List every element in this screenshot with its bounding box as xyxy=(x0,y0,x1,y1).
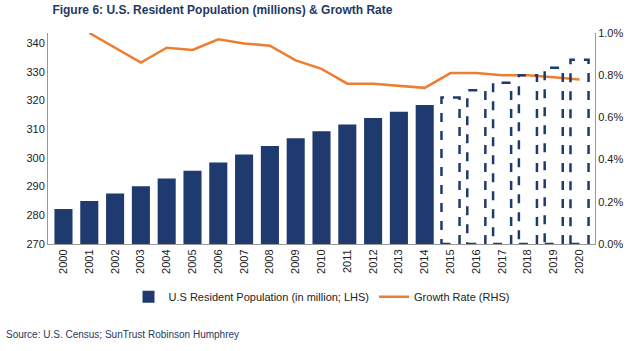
svg-text:0.0%: 0.0% xyxy=(598,238,623,250)
svg-text:1.0%: 1.0% xyxy=(598,27,623,39)
svg-text:320: 320 xyxy=(26,94,44,106)
svg-text:0.2%: 0.2% xyxy=(598,196,623,208)
svg-text:2018: 2018 xyxy=(521,249,533,273)
svg-text:2020: 2020 xyxy=(573,249,585,273)
svg-text:2015: 2015 xyxy=(444,249,456,273)
svg-text:2005: 2005 xyxy=(186,249,198,273)
svg-text:2011: 2011 xyxy=(341,249,353,273)
svg-text:270: 270 xyxy=(26,238,44,250)
svg-text:0.8%: 0.8% xyxy=(598,69,623,81)
svg-text:2016: 2016 xyxy=(470,249,482,273)
svg-text:2003: 2003 xyxy=(134,249,146,273)
svg-text:U.S Resident Population (in mi: U.S Resident Population (in million; LHS… xyxy=(169,291,370,303)
svg-text:300: 300 xyxy=(26,152,44,164)
svg-text:290: 290 xyxy=(26,180,44,192)
svg-text:2010: 2010 xyxy=(315,249,327,273)
svg-text:2009: 2009 xyxy=(289,249,301,273)
svg-text:Growth Rate (RHS): Growth Rate (RHS) xyxy=(414,291,509,303)
svg-text:330: 330 xyxy=(26,66,44,78)
svg-text:2012: 2012 xyxy=(367,249,379,273)
svg-text:Figure 6: U.S. Resident Popula: Figure 6: U.S. Resident Population (mill… xyxy=(52,3,392,17)
svg-text:Source: U.S. Census; SunTrust: Source: U.S. Census; SunTrust Robinson H… xyxy=(6,329,239,340)
svg-text:2019: 2019 xyxy=(547,249,559,273)
svg-text:2014: 2014 xyxy=(418,249,430,273)
svg-text:2007: 2007 xyxy=(238,249,250,273)
svg-text:2008: 2008 xyxy=(263,249,275,273)
svg-text:2006: 2006 xyxy=(212,249,224,273)
svg-text:310: 310 xyxy=(26,123,44,135)
svg-text:2001: 2001 xyxy=(83,249,95,273)
svg-text:2017: 2017 xyxy=(496,249,508,273)
svg-text:280: 280 xyxy=(26,209,44,221)
svg-text:2013: 2013 xyxy=(392,249,404,273)
svg-text:2002: 2002 xyxy=(109,249,121,273)
svg-text:2004: 2004 xyxy=(160,249,172,273)
svg-text:0.6%: 0.6% xyxy=(598,111,623,123)
svg-text:0.4%: 0.4% xyxy=(598,153,623,165)
svg-text:340: 340 xyxy=(26,37,44,49)
svg-text:2000: 2000 xyxy=(57,249,69,273)
